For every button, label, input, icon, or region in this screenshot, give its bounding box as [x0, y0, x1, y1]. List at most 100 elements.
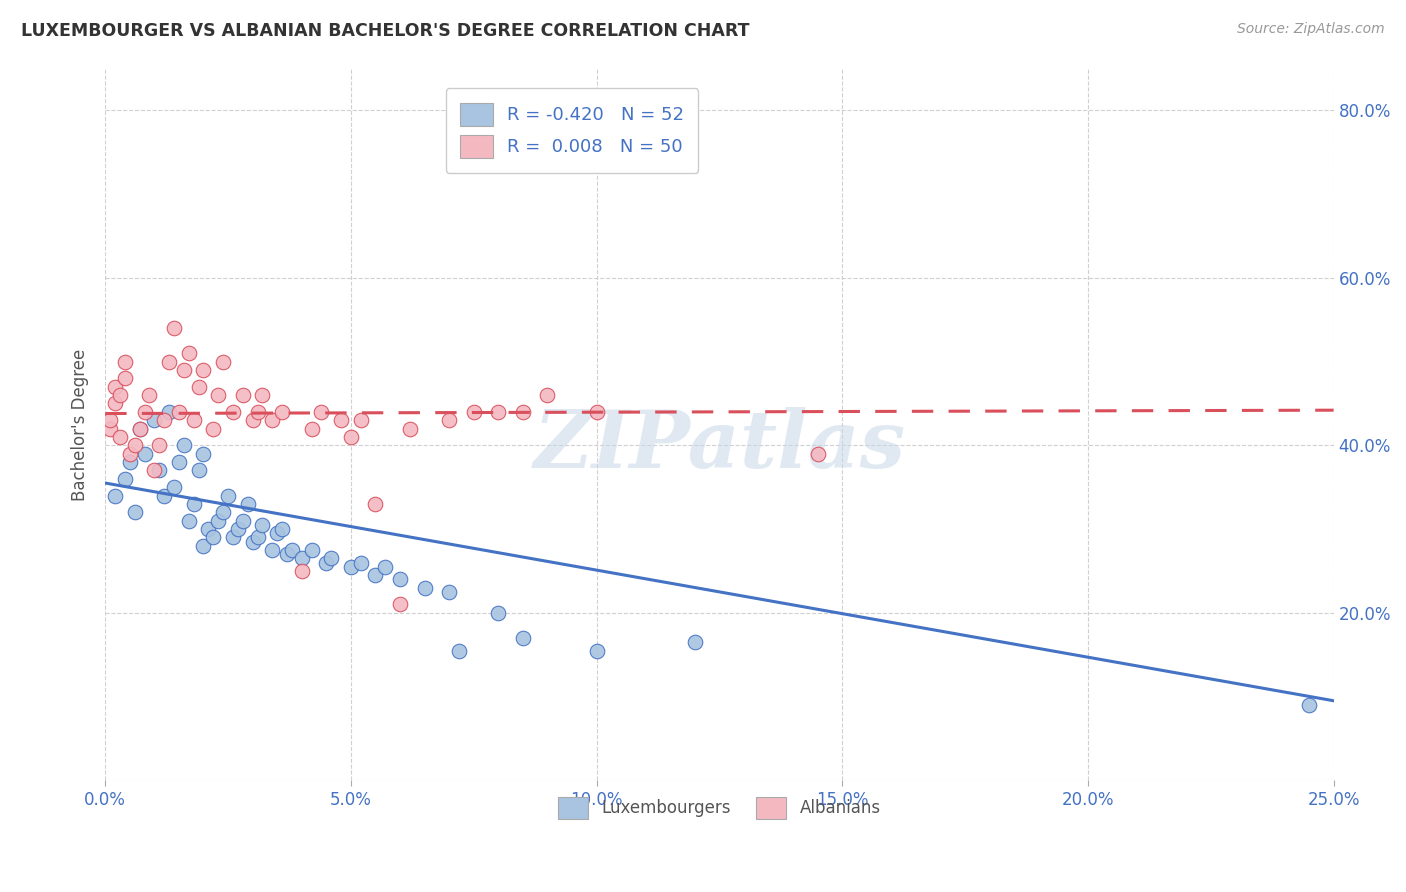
Point: [315, 556, 337, 570]
Point: [202, 531, 225, 545]
Legend: Luxembourgers, Albanians: Luxembourgers, Albanians: [551, 790, 887, 825]
Point: [104, 489, 127, 503]
Point: [212, 354, 235, 368]
Point: [153, 413, 176, 427]
Point: [512, 631, 534, 645]
Point: [148, 463, 170, 477]
Y-axis label: Bachelor's Degree: Bachelor's Degree: [72, 348, 89, 500]
Point: [281, 543, 304, 558]
Point: [114, 472, 136, 486]
Point: [193, 363, 215, 377]
Point: [114, 354, 136, 368]
Point: [138, 388, 160, 402]
Point: [104, 396, 127, 410]
Point: [143, 413, 166, 427]
Point: [177, 346, 200, 360]
Point: [187, 380, 209, 394]
Point: [98, 413, 121, 427]
Point: [153, 489, 176, 503]
Point: [350, 556, 373, 570]
Point: [207, 388, 229, 402]
Point: [242, 534, 264, 549]
Text: LUXEMBOURGER VS ALBANIAN BACHELOR'S DEGREE CORRELATION CHART: LUXEMBOURGER VS ALBANIAN BACHELOR'S DEGR…: [21, 22, 749, 40]
Point: [262, 413, 284, 427]
Point: [399, 421, 422, 435]
Point: [301, 543, 323, 558]
Point: [222, 405, 245, 419]
Point: [177, 514, 200, 528]
Point: [242, 413, 264, 427]
Point: [167, 455, 190, 469]
Point: [536, 388, 558, 402]
Point: [207, 514, 229, 528]
Point: [364, 568, 387, 582]
Point: [118, 455, 141, 469]
Text: ZIPatlas: ZIPatlas: [533, 407, 905, 484]
Point: [187, 463, 209, 477]
Point: [226, 522, 249, 536]
Point: [271, 405, 294, 419]
Point: [173, 363, 195, 377]
Point: [389, 572, 412, 586]
Point: [134, 405, 156, 419]
Point: [183, 413, 205, 427]
Point: [486, 405, 509, 419]
Point: [143, 463, 166, 477]
Point: [183, 497, 205, 511]
Point: [252, 517, 274, 532]
Point: [252, 388, 274, 402]
Point: [340, 430, 363, 444]
Point: [232, 388, 254, 402]
Point: [167, 405, 190, 419]
Point: [108, 388, 131, 402]
Point: [118, 447, 141, 461]
Point: [236, 497, 259, 511]
Point: [437, 413, 460, 427]
Point: [389, 598, 412, 612]
Point: [148, 438, 170, 452]
Point: [193, 447, 215, 461]
Point: [232, 514, 254, 528]
Point: [683, 635, 706, 649]
Point: [157, 405, 180, 419]
Point: [128, 421, 150, 435]
Point: [202, 421, 225, 435]
Point: [350, 413, 373, 427]
Point: [222, 531, 245, 545]
Point: [1298, 698, 1320, 712]
Point: [271, 522, 294, 536]
Point: [276, 547, 298, 561]
Point: [311, 405, 333, 419]
Point: [212, 505, 235, 519]
Point: [413, 581, 436, 595]
Text: Source: ZipAtlas.com: Source: ZipAtlas.com: [1237, 22, 1385, 37]
Point: [108, 430, 131, 444]
Point: [114, 371, 136, 385]
Point: [585, 643, 607, 657]
Point: [807, 447, 830, 461]
Point: [321, 551, 343, 566]
Point: [197, 522, 219, 536]
Point: [364, 497, 387, 511]
Point: [134, 447, 156, 461]
Point: [157, 354, 180, 368]
Point: [330, 413, 353, 427]
Point: [585, 405, 607, 419]
Point: [340, 559, 363, 574]
Point: [193, 539, 215, 553]
Point: [374, 559, 396, 574]
Point: [246, 405, 269, 419]
Point: [486, 606, 509, 620]
Point: [463, 405, 485, 419]
Point: [246, 531, 269, 545]
Point: [124, 505, 146, 519]
Point: [447, 643, 470, 657]
Point: [291, 551, 314, 566]
Point: [266, 526, 288, 541]
Point: [291, 564, 314, 578]
Point: [163, 480, 186, 494]
Point: [124, 438, 146, 452]
Point: [128, 421, 150, 435]
Point: [163, 321, 186, 335]
Point: [173, 438, 195, 452]
